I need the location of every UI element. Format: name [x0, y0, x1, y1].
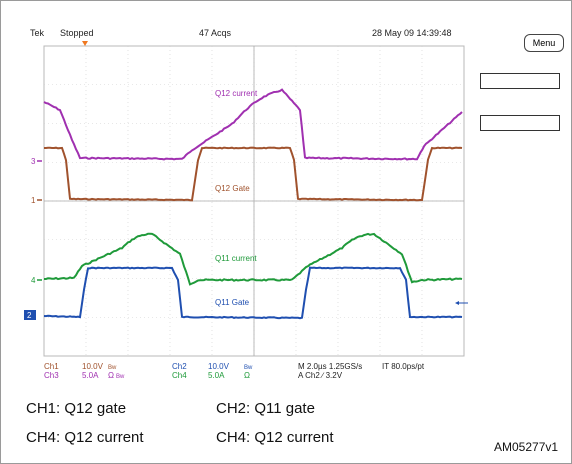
side-menu-box-2[interactable]	[480, 115, 560, 131]
readout-ch3-name: Ch3	[44, 371, 59, 380]
acquisitions-label: 47 Acqs	[199, 28, 232, 38]
legend-row1-right: CH2: Q11 gate	[216, 400, 315, 417]
readout: Ch1 10.0V Bw Ch3 5.0A Ω Bw Ch2 10.0V Bw …	[44, 362, 425, 380]
legend-row2-right: CH4: Q12 current	[216, 429, 334, 446]
readout-interp: IT 80.0ps/pt	[382, 362, 425, 371]
status-label: Stopped	[60, 28, 94, 38]
readout-ch4-name: Ch4	[172, 371, 187, 380]
readout-ch4-scale: 5.0A	[208, 371, 225, 380]
oscilloscope-screen: Tek Stopped 47 Acqs 28 May 09 14:39:48 Q…	[22, 20, 472, 389]
label-q12-current: Q12 current	[215, 89, 258, 98]
menu-button[interactable]: Menu	[524, 34, 564, 52]
scope-svg: Tek Stopped 47 Acqs 28 May 09 14:39:48 Q…	[22, 20, 472, 389]
side-menu-box-1[interactable]	[480, 73, 560, 89]
marker-ch2-box	[24, 310, 36, 320]
marker-ch4: 4	[31, 276, 36, 285]
readout-trigger: A Ch2 ∕ 3.2V	[298, 371, 343, 380]
readout-ch3-bw: Bw	[116, 374, 125, 380]
marker-ch3: 3	[31, 157, 36, 166]
readout-ch2-scale: 10.0V	[208, 362, 230, 371]
readout-ch3-scale: 5.0A	[82, 371, 99, 380]
trigger-level-icon	[455, 301, 459, 305]
label-q11-gate: Q11 Gate	[215, 298, 250, 307]
readout-ch1-bw: Bw	[108, 365, 117, 371]
trace-q11-gate	[43, 266, 463, 320]
trace-q11-current	[44, 232, 463, 286]
readout-ch1-scale: 10.0V	[82, 362, 104, 371]
legend-row2-left: CH4: Q12 current	[26, 429, 144, 446]
brand-label: Tek	[30, 28, 45, 38]
trace-q12-gate	[44, 146, 463, 202]
marker-ch2: 2	[27, 311, 32, 320]
label-q12-gate: Q12 Gate	[215, 184, 250, 193]
marker-ch1: 1	[31, 196, 36, 205]
legend-row1-left: CH1: Q12 gate	[26, 400, 127, 417]
trace-q12-current	[43, 88, 463, 161]
side-panel: Menu	[472, 20, 570, 389]
readout-ch3-unit: Ω	[108, 371, 114, 380]
readout-ch4-unit: Ω	[244, 371, 250, 380]
readout-ch2-bw: Bw	[244, 365, 253, 371]
trigger-position-icon	[82, 41, 88, 46]
readout-timebase: M 2.0µs 1.25GS/s	[298, 362, 362, 371]
figure-code: AM05277v1	[494, 440, 559, 454]
readout-ch2-name: Ch2	[172, 362, 187, 371]
datetime-label: 28 May 09 14:39:48	[372, 28, 452, 38]
readout-ch1-name: Ch1	[44, 362, 59, 371]
label-q11-current: Q11 current	[215, 254, 257, 263]
